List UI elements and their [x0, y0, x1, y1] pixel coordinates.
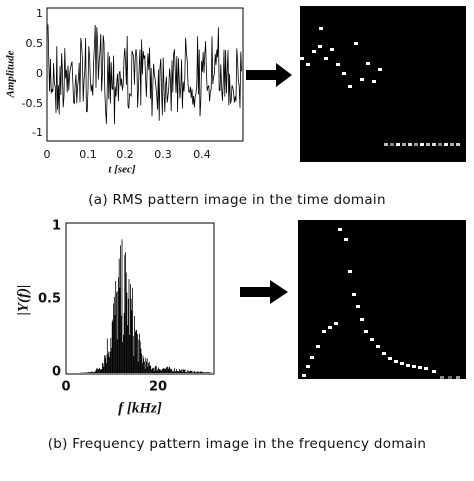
pixel [366, 62, 370, 65]
caption: (a) RMS pattern image in the time domain [88, 192, 386, 208]
x-tick-label: 0 [61, 380, 70, 395]
pixel [412, 365, 416, 368]
pixel [312, 50, 316, 53]
pixel [390, 143, 394, 146]
pixel [334, 322, 338, 325]
y-tick-label: -1 [32, 126, 43, 139]
x-axis-label: t [sec] [108, 164, 136, 176]
pixel [306, 365, 310, 368]
pixel [328, 326, 332, 329]
pixel [438, 143, 442, 146]
pattern-pixels [300, 27, 460, 146]
pixel [370, 338, 374, 341]
arrow [240, 280, 288, 304]
pixel [306, 63, 310, 66]
pixel [338, 228, 342, 231]
pixel [336, 63, 340, 66]
pixel [322, 330, 326, 333]
spectrum [79, 239, 213, 373]
pattern-image [298, 220, 466, 379]
pixel [356, 305, 360, 308]
x-tick-label: 0.2 [116, 148, 134, 161]
pixel [388, 357, 392, 360]
pixel [456, 143, 460, 146]
pixel [396, 143, 400, 146]
y-tick-label: 0.5 [26, 37, 44, 50]
pixel [316, 345, 320, 348]
signal-line [47, 24, 242, 125]
arrow [246, 63, 292, 87]
pixel [400, 362, 404, 365]
pixel [330, 48, 334, 51]
y-axis-label: |Y(f)| [15, 285, 31, 316]
pixel [426, 143, 430, 146]
pixel [440, 376, 444, 379]
pixel [432, 143, 436, 146]
pixel [354, 42, 358, 45]
x-tick-label: 0.4 [193, 148, 211, 161]
x-tick-label: 0 [44, 148, 51, 161]
y-tick-label: 0 [52, 365, 61, 380]
pixel [408, 143, 412, 146]
pixel [324, 57, 328, 60]
pixel [310, 356, 314, 359]
axes-box [46, 7, 244, 142]
pixel [414, 143, 418, 146]
pixel [319, 27, 323, 30]
y-tick-label: 0.5 [38, 292, 61, 307]
x-axis-label: f [kHz] [118, 400, 162, 416]
pixel [372, 80, 376, 83]
pixel [450, 143, 454, 146]
pixel [342, 72, 346, 75]
y-tick-label: 1 [52, 219, 61, 234]
pixel [344, 238, 348, 241]
axes-box [65, 222, 215, 375]
y-axis-label: Amplitude [5, 50, 17, 98]
x-tick-label: 0.1 [79, 148, 97, 161]
pixel [384, 143, 388, 146]
y-tick-label: 1 [36, 7, 43, 20]
pixel [444, 143, 448, 146]
y-tick-label: -0.5 [22, 97, 43, 110]
pixel [432, 370, 436, 373]
x-tick-label: 20 [149, 380, 167, 395]
pixel [420, 143, 424, 146]
pixel [382, 352, 386, 355]
pixel [402, 143, 406, 146]
pattern-image [300, 6, 466, 162]
pixel [418, 366, 422, 369]
caption: (b) Frequency pattern image in the frequ… [48, 436, 427, 452]
pixel [424, 367, 428, 370]
pixel [406, 364, 410, 367]
pixel [352, 293, 356, 296]
pixel [360, 318, 364, 321]
pixel [364, 330, 368, 333]
pixel [378, 68, 382, 71]
pixel [318, 45, 322, 48]
pixel [302, 374, 306, 377]
pixel [348, 270, 352, 273]
pixel [300, 57, 304, 60]
pixel [348, 85, 352, 88]
pattern-pixels [302, 228, 460, 379]
pixel [394, 360, 398, 363]
pixel [360, 78, 364, 81]
pixel [376, 345, 380, 348]
x-tick-label: 0.3 [154, 148, 172, 161]
y-tick-label: 0 [36, 67, 43, 80]
time-signal [47, 24, 242, 125]
pixel [456, 376, 460, 379]
pixel [448, 376, 452, 379]
